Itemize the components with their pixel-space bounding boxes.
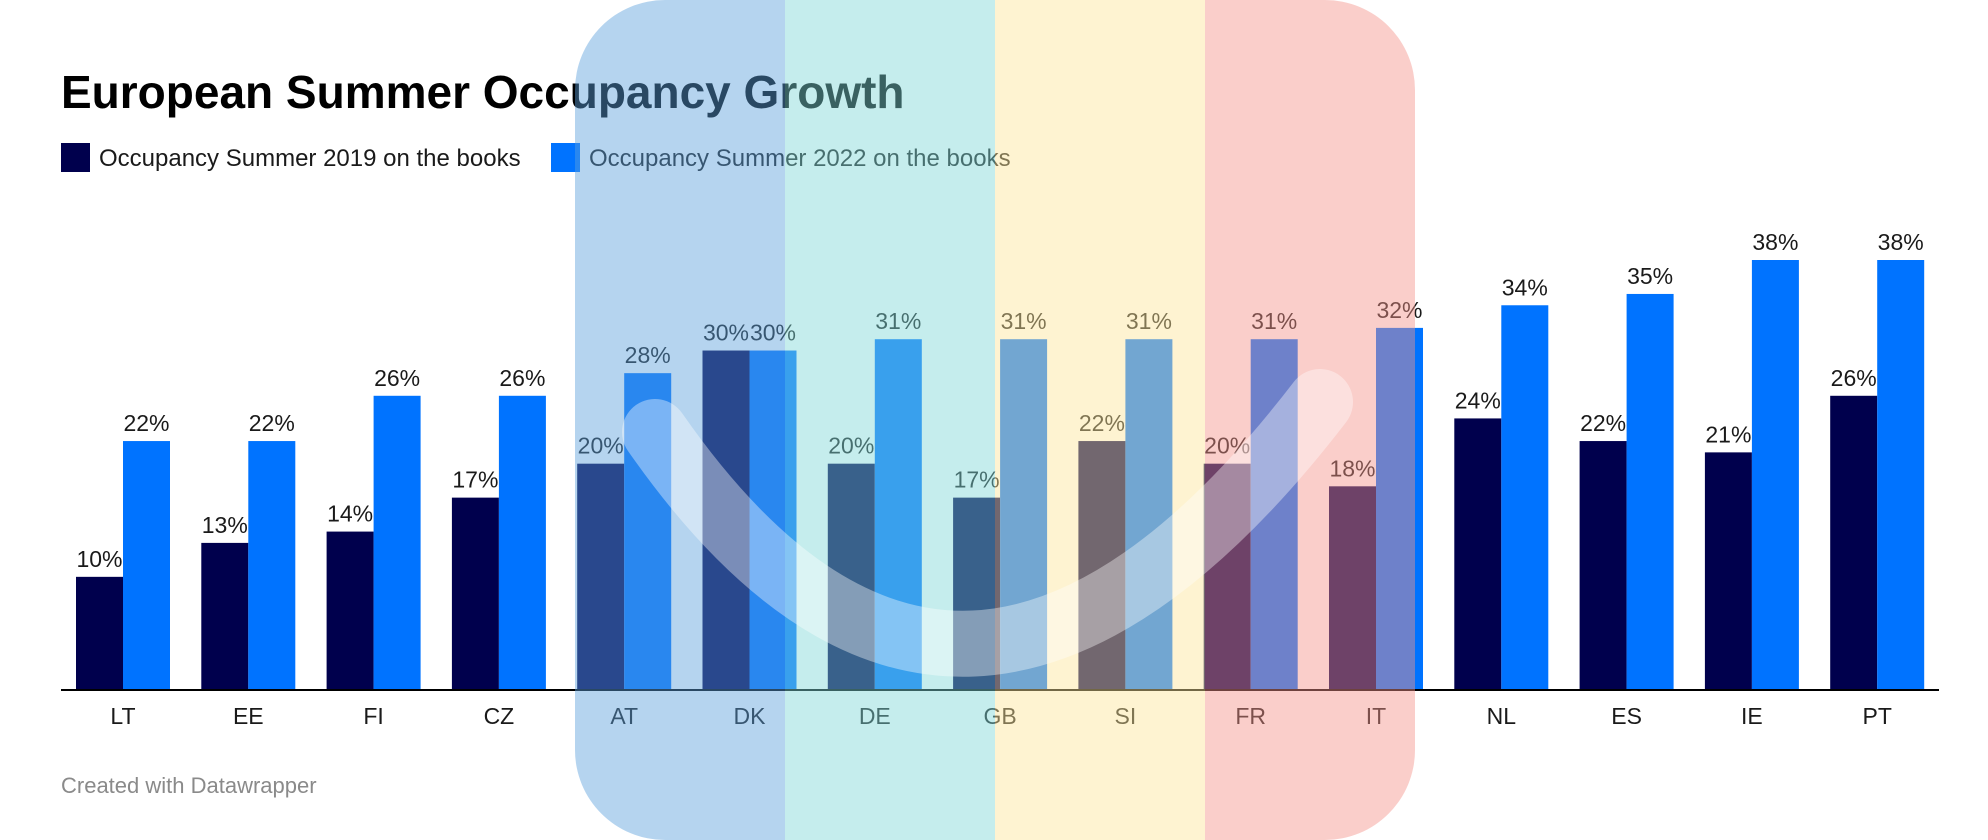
label-2019-at: 20% [578, 433, 624, 459]
tick-label-at: AT [610, 703, 638, 729]
label-2022-fi: 26% [374, 365, 420, 391]
label-2022-ee: 22% [249, 410, 295, 436]
label-2019-de: 20% [828, 433, 874, 459]
bar-2022-dk [749, 350, 797, 690]
overlay-band-yellow [995, 0, 1205, 840]
bars-layer [76, 260, 1925, 690]
bar-2019-ie [1704, 452, 1752, 690]
label-2019-ee: 13% [202, 512, 248, 538]
bar-2019-at [577, 463, 625, 690]
label-2019-fr: 20% [1204, 433, 1250, 459]
bar-2022-ee [248, 441, 296, 690]
bar-2022-it [1376, 327, 1423, 690]
x-axis-ticks: LT EE FI CZ AT DK DE GB SI FR IT NL ES IE PT [110, 703, 1891, 729]
label-2019-ie: 21% [1705, 421, 1751, 447]
label-2022-dk: 30% [750, 320, 796, 346]
tick-label-it: IT [1366, 703, 1386, 729]
chart-title: European Summer Occupancy Growth [61, 66, 905, 118]
bar-2022-fi [373, 395, 421, 690]
label-2022-gb: 31% [1001, 308, 1047, 334]
label-2019-it: 18% [1329, 455, 1375, 481]
overlay-band-red [1205, 0, 1415, 840]
label-2019-fi: 14% [327, 501, 373, 527]
legend-label-2022: Occupancy Summer 2022 on the books [589, 145, 1011, 172]
bar-2019-ee [201, 542, 249, 690]
label-2019-es: 22% [1580, 410, 1626, 436]
credit-text: Created with Datawrapper [61, 773, 317, 798]
legend: Occupancy Summer 2019 on the books Occup… [61, 143, 1011, 172]
bar-2019-es [1579, 441, 1627, 690]
label-2022-nl: 34% [1502, 274, 1548, 300]
bar-2019-lt [76, 576, 123, 690]
label-2022-lt: 22% [123, 410, 169, 436]
label-2022-si: 31% [1126, 308, 1172, 334]
label-2022-it: 32% [1376, 297, 1422, 323]
bar-2022-nl [1501, 305, 1549, 690]
bar-2022-fr [1250, 339, 1298, 690]
overlay-band-blue [575, 0, 785, 840]
tick-label-si: SI [1115, 703, 1137, 729]
bar-2022-gb [1000, 339, 1048, 690]
overlay-band-teal [785, 0, 995, 840]
tick-label-gb: GB [983, 703, 1016, 729]
bar-2019-nl [1454, 418, 1502, 690]
bar-2019-cz [451, 497, 499, 690]
bar-2022-cz [498, 395, 546, 690]
highlight-overlay [575, 0, 1415, 840]
label-2019-gb: 17% [954, 467, 1000, 493]
label-2022-cz: 26% [499, 365, 545, 391]
bar-2019-si [1078, 441, 1126, 690]
tick-label-ee: EE [233, 703, 264, 729]
label-2019-lt: 10% [76, 546, 122, 572]
tick-label-ie: IE [1741, 703, 1763, 729]
bar-2022-pt [1877, 260, 1925, 690]
label-2019-pt: 26% [1831, 365, 1877, 391]
label-2019-nl: 24% [1455, 387, 1501, 413]
label-2022-es: 35% [1627, 263, 1673, 289]
bar-2019-de [827, 463, 875, 690]
bar-2022-lt [123, 441, 170, 690]
bar-2022-si [1125, 339, 1173, 690]
label-2022-de: 31% [875, 308, 921, 334]
bar-2019-fi [326, 531, 374, 690]
tick-label-fi: FI [363, 703, 383, 729]
bar-2019-gb [953, 497, 1001, 690]
tick-label-fr: FR [1235, 703, 1266, 729]
bar-2019-fr [1203, 463, 1251, 690]
bar-2022-ie [1751, 260, 1799, 690]
label-2019-cz: 17% [452, 467, 498, 493]
bar-2022-de [874, 339, 922, 690]
tick-label-lt: LT [110, 703, 135, 729]
legend-swatch-2022 [551, 143, 580, 172]
data-labels-layer: 10% 22% 13% 22% 14% 26% 17% 26% 20% 28% 30% 30% 20% 3… [76, 229, 1923, 572]
highlight-arc [622, 369, 1353, 677]
label-2022-pt: 38% [1878, 229, 1924, 255]
tick-label-es: ES [1611, 703, 1642, 729]
bar-2019-it [1329, 486, 1376, 690]
bar-2019-pt [1830, 395, 1878, 690]
tick-label-dk: DK [734, 703, 767, 729]
tick-label-nl: NL [1487, 703, 1517, 729]
tick-label-pt: PT [1863, 703, 1892, 729]
label-2022-at: 28% [625, 342, 671, 368]
tick-label-de: DE [859, 703, 891, 729]
legend-swatch-2019 [61, 143, 90, 172]
label-2019-si: 22% [1079, 410, 1125, 436]
label-2022-fr: 31% [1251, 308, 1297, 334]
legend-label-2019: Occupancy Summer 2019 on the books [99, 145, 521, 172]
bar-2019-dk [702, 350, 750, 690]
label-2019-dk: 30% [703, 320, 749, 346]
label-2022-ie: 38% [1752, 229, 1798, 255]
tick-label-cz: CZ [484, 703, 515, 729]
bar-2022-es [1626, 293, 1674, 690]
bar-2022-at [624, 373, 672, 690]
